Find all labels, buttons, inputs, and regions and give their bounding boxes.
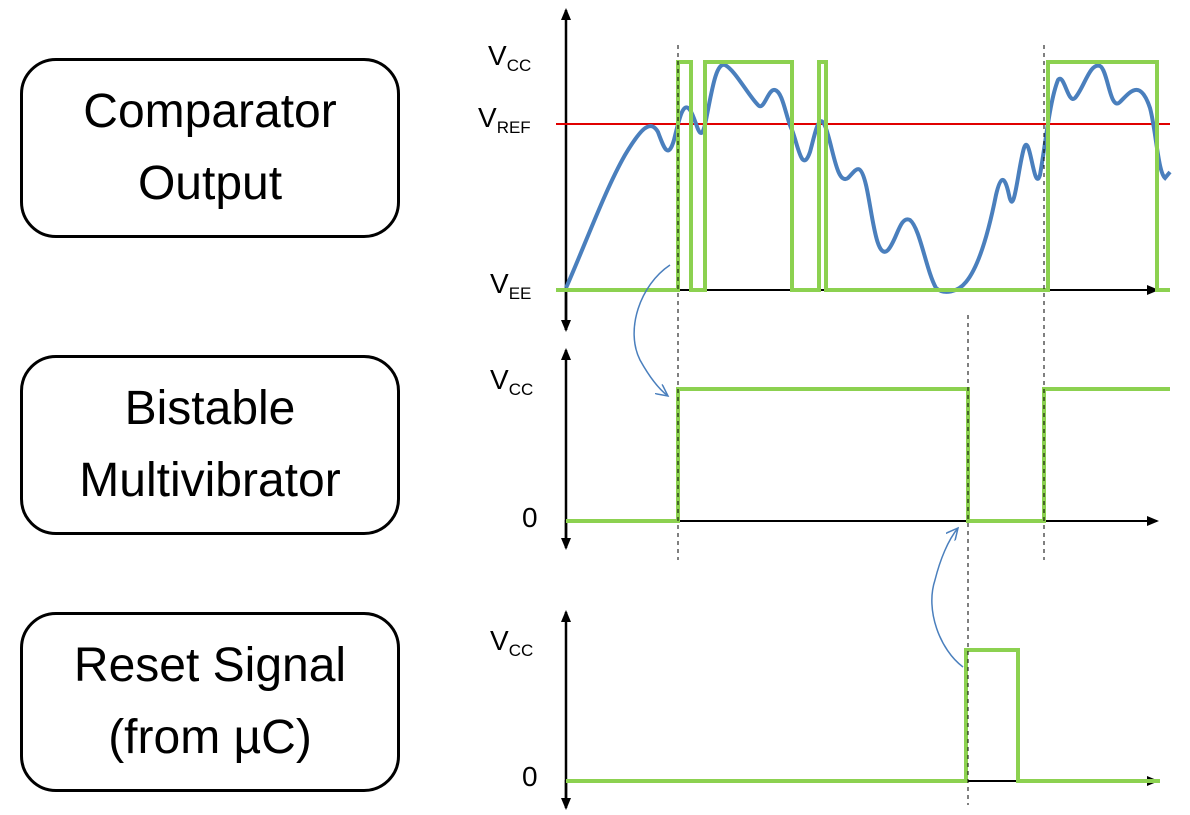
reset-signal-label-box: Reset Signal (from µC) xyxy=(20,612,400,792)
vcc-label-middle-main: V xyxy=(490,364,509,395)
vcc-label-bottom-sub: CC xyxy=(508,640,534,660)
comparator-panel xyxy=(556,8,1172,332)
vref-label-sub: REF xyxy=(496,117,531,137)
vcc-label-top-main: V xyxy=(488,40,507,71)
vee-label-main: V xyxy=(490,268,509,299)
comparator-label-line2: Output xyxy=(137,157,283,210)
vee-label: VEE xyxy=(490,270,531,302)
vee-label-sub: EE xyxy=(508,283,532,303)
comparator-digital-output xyxy=(556,60,1170,292)
reset-panel xyxy=(561,610,1160,810)
comparator-output-label-box: Comparator Output xyxy=(20,58,400,238)
bistable-label-line1: Bistable xyxy=(124,382,296,435)
analog-input-waveform xyxy=(564,62,1172,294)
reset-pulse-waveform xyxy=(566,648,1160,783)
bistable-panel xyxy=(561,348,1170,550)
bistable-output-waveform xyxy=(566,387,1170,523)
zero-label-middle: 0 xyxy=(522,502,538,533)
bistable-label-line2: Multivibrator xyxy=(79,454,341,507)
reset-label-line1: Reset Signal xyxy=(73,639,347,692)
comparator-label-line1: Comparator xyxy=(83,85,337,138)
vcc-label-bottom: VCC xyxy=(490,627,533,659)
vref-label-main: V xyxy=(478,102,497,133)
vcc-label-middle-sub: CC xyxy=(508,379,534,399)
vcc-label-middle: VCC xyxy=(490,366,533,398)
vref-label: VREF xyxy=(478,104,531,136)
vcc-label-bottom-main: V xyxy=(490,625,509,656)
set-trigger-arrow xyxy=(633,264,671,396)
zero-label-bottom: 0 xyxy=(522,761,538,792)
bistable-multivibrator-label-box: Bistable Multivibrator xyxy=(20,355,400,535)
reset-trigger-arrow xyxy=(931,528,964,668)
vcc-label-top-sub: CC xyxy=(506,55,532,75)
vcc-label-top: VCC xyxy=(488,42,531,74)
reset-label-line2: (from µC) xyxy=(108,711,312,764)
